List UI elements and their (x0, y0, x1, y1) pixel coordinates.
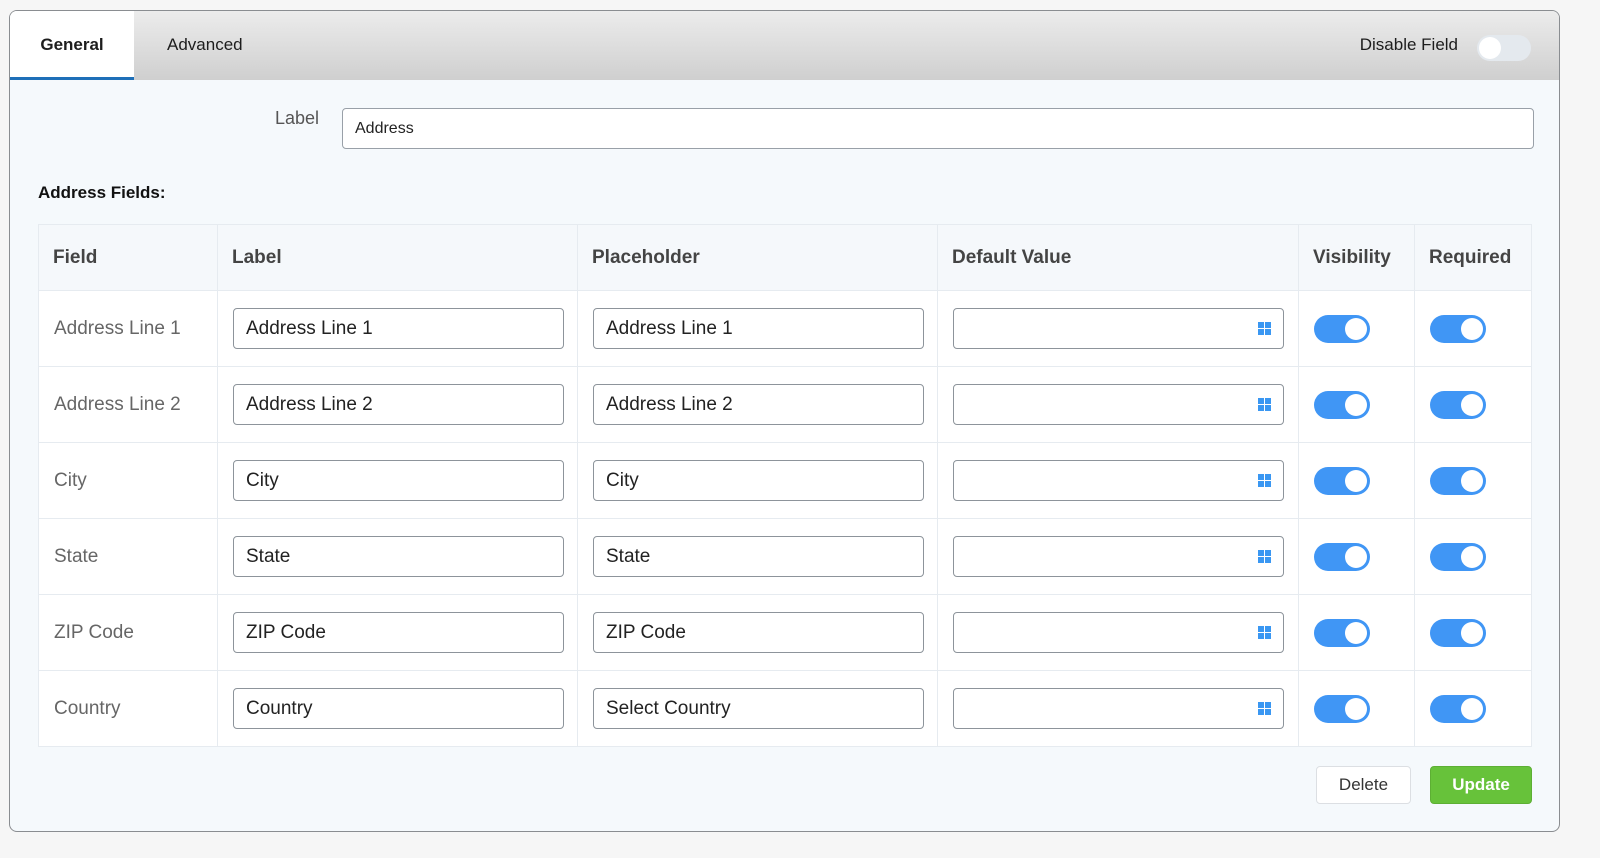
table-row: City City City (38, 442, 1532, 519)
visibility-toggle[interactable] (1314, 390, 1370, 419)
required-toggle[interactable] (1430, 618, 1486, 647)
column-header: Visibility (1298, 224, 1415, 291)
label-input[interactable]: State (233, 536, 564, 577)
visibility-toggle[interactable] (1314, 542, 1370, 571)
visibility-toggle[interactable] (1314, 618, 1370, 647)
default-value-input[interactable] (953, 536, 1284, 577)
column-header: Placeholder (577, 224, 938, 291)
grid-icon[interactable] (1258, 626, 1271, 639)
tab-advanced[interactable]: Advanced (167, 35, 243, 54)
field-settings-panel: General Advanced Disable Field Label Add… (9, 10, 1560, 832)
address-fields-table: Field Label Placeholder Default Value Visibi… (38, 224, 1532, 747)
placeholder-input[interactable]: Select Country (593, 688, 924, 729)
tab-bar: General Advanced Disable Field (10, 11, 1559, 80)
table-row: State State State (38, 518, 1532, 595)
visibility-toggle[interactable] (1314, 694, 1370, 723)
column-header: Required (1414, 224, 1532, 291)
update-button[interactable]: Update (1430, 766, 1532, 804)
placeholder-input[interactable]: ZIP Code (593, 612, 924, 653)
delete-button[interactable]: Delete (1316, 766, 1411, 804)
section-title: Address Fields: (38, 183, 166, 202)
tab-general[interactable]: General (10, 11, 134, 80)
default-value-input[interactable] (953, 460, 1284, 501)
grid-icon[interactable] (1258, 322, 1271, 335)
default-value-input[interactable] (953, 688, 1284, 729)
column-header: Field (38, 224, 218, 291)
visibility-toggle[interactable] (1314, 466, 1370, 495)
label-input[interactable]: Address Line 1 (233, 308, 564, 349)
label-field-label: Label (275, 108, 320, 128)
table-row: Address Line 1 Address Line 1 Address Li… (38, 290, 1532, 367)
label-input[interactable]: Country (233, 688, 564, 729)
required-toggle[interactable] (1430, 694, 1486, 723)
field-name: Address Line 1 (38, 290, 218, 367)
grid-icon[interactable] (1258, 550, 1271, 563)
grid-icon[interactable] (1258, 474, 1271, 487)
default-value-input[interactable] (953, 384, 1284, 425)
field-name: Country (38, 670, 218, 747)
placeholder-input[interactable]: City (593, 460, 924, 501)
grid-icon[interactable] (1258, 702, 1271, 715)
column-header: Default Value (937, 224, 1299, 291)
field-name: ZIP Code (38, 594, 218, 671)
disable-field-label: Disable Field (1359, 35, 1458, 54)
default-value-input[interactable] (953, 308, 1284, 349)
table-row: Country Country Select Country (38, 670, 1532, 747)
table-row: ZIP Code ZIP Code ZIP Code (38, 594, 1532, 671)
label-input[interactable]: ZIP Code (233, 612, 564, 653)
field-name: State (38, 518, 218, 595)
table-row: Address Line 2 Address Line 2 Address Li… (38, 366, 1532, 443)
disable-field-toggle[interactable] (1477, 35, 1531, 61)
field-name: City (38, 442, 218, 519)
visibility-toggle[interactable] (1314, 314, 1370, 343)
field-name: Address Line 2 (38, 366, 218, 443)
required-toggle[interactable] (1430, 466, 1486, 495)
placeholder-input[interactable]: Address Line 2 (593, 384, 924, 425)
required-toggle[interactable] (1430, 314, 1486, 343)
placeholder-input[interactable]: Address Line 1 (593, 308, 924, 349)
required-toggle[interactable] (1430, 542, 1486, 571)
required-toggle[interactable] (1430, 390, 1486, 419)
label-input[interactable] (342, 108, 1534, 149)
label-input[interactable]: City (233, 460, 564, 501)
grid-icon[interactable] (1258, 398, 1271, 411)
default-value-input[interactable] (953, 612, 1284, 653)
placeholder-input[interactable]: State (593, 536, 924, 577)
column-header: Label (217, 224, 578, 291)
label-input[interactable]: Address Line 2 (233, 384, 564, 425)
